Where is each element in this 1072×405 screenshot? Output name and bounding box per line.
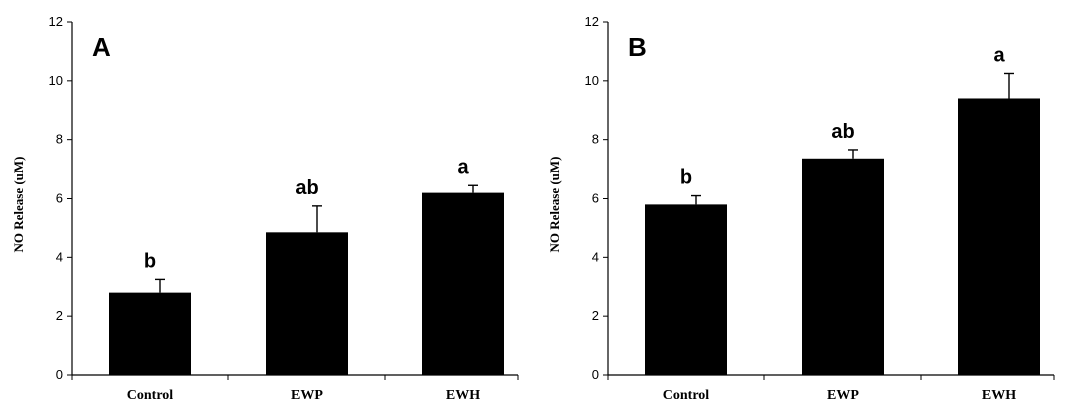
x-tick-label-ewh: EWH [446, 388, 480, 403]
bar-control [109, 292, 191, 375]
y-tick-label: 4 [592, 249, 599, 264]
y-tick-label: 10 [585, 73, 599, 88]
y-tick-label: 2 [592, 308, 599, 323]
x-tick-label-control: Control [127, 388, 174, 403]
panel-label: A [92, 32, 111, 62]
bar-ewp [802, 158, 884, 375]
x-tick-label-control: Control [663, 388, 710, 403]
bar-ewh [422, 192, 504, 375]
y-tick-label: 6 [56, 191, 63, 206]
y-tick-label: 12 [49, 14, 63, 29]
bar-ewp [266, 232, 348, 375]
y-axis-title: NO Release (uM) [547, 156, 562, 252]
x-tick-label-ewp: EWP [291, 388, 323, 403]
significance-label: ab [831, 121, 854, 143]
y-tick-label: 4 [56, 249, 63, 264]
significance-label: a [993, 44, 1005, 66]
bar-chart-a: 0 2 4 6 8 10 12 NO Release (uM) Ab Control ab EWP a E… [11, 14, 519, 403]
significance-label: b [680, 167, 692, 189]
significance-label: a [457, 156, 469, 178]
significance-label: ab [295, 177, 318, 199]
y-tick-label: 12 [585, 14, 599, 29]
y-tick-label: 6 [592, 191, 599, 206]
y-tick-label: 0 [56, 367, 63, 382]
y-tick-label: 0 [592, 367, 599, 382]
panel-label: B [628, 32, 647, 62]
bar-control [645, 204, 727, 375]
y-axis-title: NO Release (uM) [11, 156, 26, 252]
significance-label: b [144, 250, 156, 272]
y-tick-label: 8 [56, 132, 63, 147]
bar-ewh [958, 98, 1040, 375]
x-tick-label-ewp: EWP [827, 388, 859, 403]
bar-chart-b: 0 2 4 6 8 10 12 NO Release (uM) Bb Control ab EWP a E… [547, 14, 1055, 403]
y-tick-label: 8 [592, 132, 599, 147]
y-tick-label: 2 [56, 308, 63, 323]
x-tick-label-ewh: EWH [982, 388, 1016, 403]
y-tick-label: 10 [49, 73, 63, 88]
